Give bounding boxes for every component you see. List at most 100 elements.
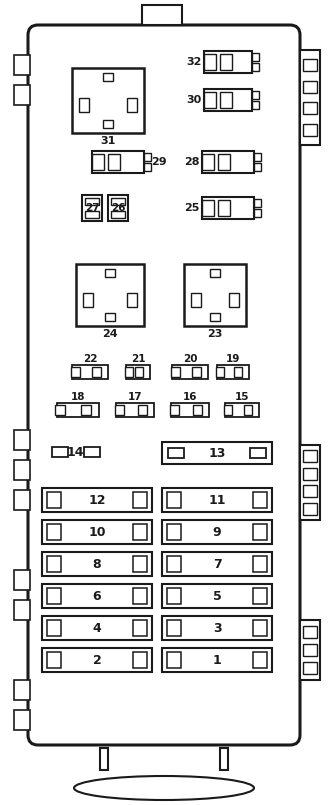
Text: 1: 1 <box>213 654 221 667</box>
Bar <box>252 53 259 61</box>
Bar <box>92 154 104 170</box>
Bar <box>253 492 267 508</box>
Bar <box>70 367 80 377</box>
Bar <box>303 502 317 514</box>
Bar <box>252 63 259 71</box>
Bar <box>162 648 272 672</box>
Bar <box>168 448 184 458</box>
Bar <box>47 588 61 604</box>
Bar <box>135 367 143 377</box>
Bar <box>14 460 30 480</box>
Bar <box>303 102 317 114</box>
Bar <box>72 365 108 379</box>
Text: 29: 29 <box>151 157 167 167</box>
Bar <box>300 445 320 520</box>
Bar <box>204 54 216 70</box>
Bar <box>133 620 147 636</box>
Bar <box>202 200 214 216</box>
Bar <box>42 616 152 640</box>
Bar <box>125 367 133 377</box>
Bar <box>210 313 220 321</box>
Bar <box>42 648 152 672</box>
Bar <box>14 430 30 450</box>
Bar <box>253 588 267 604</box>
Text: 8: 8 <box>93 558 101 571</box>
Bar <box>81 405 91 415</box>
Bar <box>142 5 182 25</box>
Bar <box>218 200 230 216</box>
Text: 18: 18 <box>71 392 85 402</box>
Bar <box>105 269 115 277</box>
Bar <box>14 490 30 510</box>
Bar <box>303 60 317 72</box>
Text: 23: 23 <box>207 329 223 339</box>
Bar <box>303 644 317 656</box>
Text: 10: 10 <box>88 526 106 539</box>
Bar <box>47 652 61 668</box>
Bar <box>254 153 261 161</box>
Text: 25: 25 <box>184 203 200 213</box>
Bar <box>303 485 317 497</box>
Bar <box>254 209 261 217</box>
Bar <box>144 163 151 171</box>
Text: 12: 12 <box>88 493 106 506</box>
Text: 17: 17 <box>128 392 142 402</box>
Bar <box>303 468 317 480</box>
Bar <box>85 198 99 205</box>
Bar <box>167 492 181 508</box>
Text: 24: 24 <box>102 329 118 339</box>
Bar <box>167 524 181 540</box>
Bar <box>100 748 108 770</box>
Bar <box>303 80 317 93</box>
Bar <box>116 403 154 417</box>
Bar <box>216 367 224 377</box>
Bar <box>82 195 102 221</box>
Bar <box>47 492 61 508</box>
Bar <box>57 403 99 417</box>
Text: 7: 7 <box>213 558 221 571</box>
Text: 20: 20 <box>183 354 197 364</box>
Bar <box>220 748 228 770</box>
Bar <box>252 101 259 109</box>
Bar <box>167 652 181 668</box>
Text: 30: 30 <box>186 95 202 105</box>
Bar <box>167 620 181 636</box>
Bar <box>192 405 201 415</box>
Text: 16: 16 <box>183 392 197 402</box>
Bar <box>114 405 123 415</box>
Bar <box>204 92 216 108</box>
Bar <box>191 367 200 377</box>
Text: 19: 19 <box>226 354 240 364</box>
Bar <box>126 365 150 379</box>
Bar <box>79 98 89 112</box>
Bar <box>14 710 30 730</box>
Bar <box>202 197 254 219</box>
Text: 26: 26 <box>111 203 125 213</box>
Bar <box>108 195 128 221</box>
Bar <box>303 124 317 135</box>
Text: 31: 31 <box>100 136 116 146</box>
Bar <box>169 405 179 415</box>
Text: 27: 27 <box>85 203 99 213</box>
Bar <box>127 98 137 112</box>
Bar <box>14 570 30 590</box>
Text: 14: 14 <box>66 445 84 459</box>
Bar <box>133 652 147 668</box>
Bar <box>167 556 181 572</box>
Bar <box>133 588 147 604</box>
Bar <box>52 447 68 457</box>
Bar <box>220 92 232 108</box>
Bar <box>133 524 147 540</box>
Text: 3: 3 <box>213 621 221 634</box>
Bar <box>229 293 239 307</box>
Bar <box>210 269 220 277</box>
Bar <box>253 556 267 572</box>
Bar <box>162 584 272 608</box>
Text: 28: 28 <box>184 157 200 167</box>
Text: 6: 6 <box>93 589 101 602</box>
Bar <box>14 600 30 620</box>
Bar <box>167 588 181 604</box>
Bar <box>76 264 144 326</box>
Text: 15: 15 <box>235 392 249 402</box>
Bar <box>111 211 125 218</box>
